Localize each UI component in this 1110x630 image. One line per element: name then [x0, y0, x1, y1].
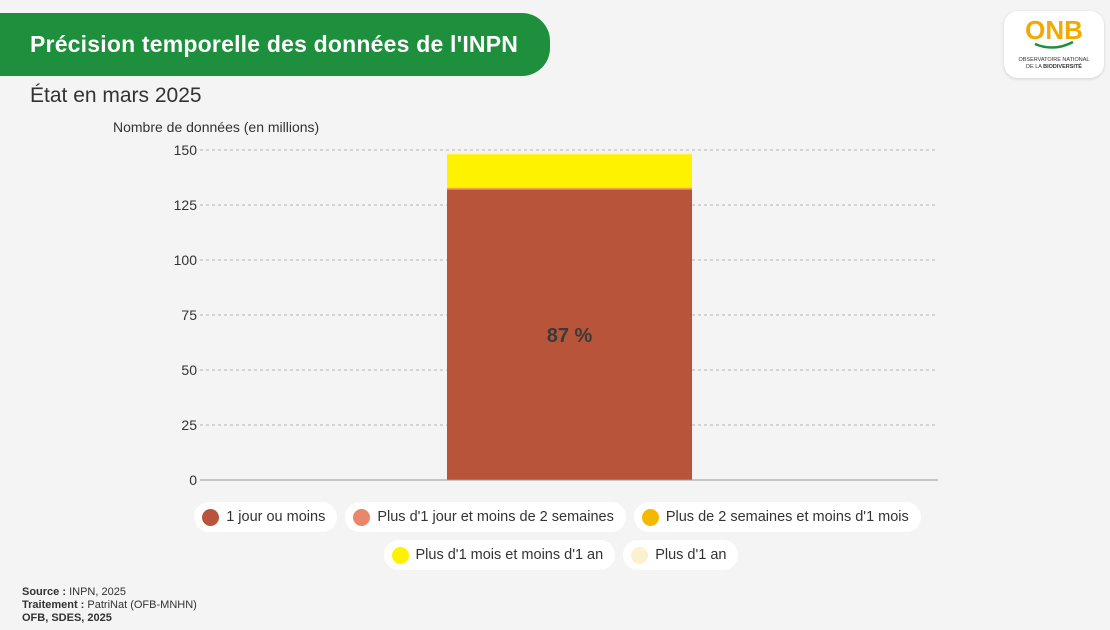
logo-swoosh	[1034, 40, 1074, 49]
onb-logo: ONB OBSERVATOIRE NATIONAL DE LA BIODIVER…	[1004, 11, 1104, 78]
legend-item[interactable]: 1 jour ou moins	[194, 502, 338, 532]
title-banner: Précision temporelle des données de l'IN…	[0, 13, 550, 76]
data-labels: 87 %	[547, 325, 593, 347]
logo-line2-bold: BIODIVERSITÉ	[1043, 62, 1082, 70]
legend-item[interactable]: Plus d'1 an	[623, 540, 739, 570]
chart-title: Précision temporelle des données de l'IN…	[30, 31, 519, 57]
onb-logo-graphic: ONB OBSERVATOIRE NATIONAL DE LA BIODIVER…	[1018, 15, 1089, 70]
y-tick-label: 0	[189, 472, 197, 488]
bar-segments	[447, 152, 692, 480]
stacked-bar-chart: Nombre de données (en millions) 0 25 50 75 1…	[113, 119, 938, 488]
legend-label: 1 jour ou moins	[226, 509, 326, 525]
bar-segment	[447, 187, 692, 189]
y-tick-label: 100	[174, 252, 198, 268]
logo-line2-prefix: DE LA	[1026, 64, 1043, 70]
legend-swatch	[631, 546, 649, 564]
treatment-value: PatriNat (OFB-MNHN)	[87, 599, 197, 611]
y-tick-label: 25	[181, 417, 197, 433]
y-tick-labels: 0 25 50 75 100 125 150	[174, 142, 198, 488]
logo-line1: OBSERVATOIRE NATIONAL	[1018, 57, 1089, 63]
legend-swatch	[391, 546, 409, 564]
credit: OFB, SDES, 2025	[22, 612, 112, 624]
y-tick-label: 75	[181, 307, 197, 323]
logo-brand: ONB	[1025, 15, 1083, 45]
legend-item[interactable]: Plus d'1 mois et moins d'1 an	[383, 540, 616, 570]
y-tick-label: 125	[174, 197, 198, 213]
legend-swatch	[641, 508, 659, 526]
source-label: Source :	[22, 586, 67, 598]
bar-segment	[447, 188, 692, 190]
legend-label: Plus d'1 mois et moins d'1 an	[415, 547, 604, 563]
legend-label: Plus de 2 semaines et moins d'1 mois	[665, 509, 909, 525]
legend-item[interactable]: Plus d'1 jour et moins de 2 semaines	[345, 502, 626, 532]
footer: Source : INPN, 2025 Traitement : PatriNa…	[22, 586, 197, 625]
legend-swatch	[202, 508, 220, 526]
footer-source: Source : INPN, 2025	[22, 586, 197, 599]
bar-data-label: 87 %	[547, 325, 593, 347]
legend-row-1: 1 jour ou moins Plus d'1 jour et moins de…	[0, 502, 1110, 532]
legend-label: Plus d'1 jour et moins de 2 semaines	[377, 509, 614, 525]
legend-swatch	[353, 508, 371, 526]
chart-subtitle: État en mars 2025	[30, 84, 202, 107]
footer-treatment: Traitement : PatriNat (OFB-MNHN)	[22, 599, 197, 612]
bar-segment	[447, 189, 692, 480]
y-tick-label: 50	[181, 362, 197, 378]
y-tick-label: 150	[174, 142, 198, 158]
treatment-label: Traitement :	[22, 599, 85, 611]
legend-row-2: Plus d'1 mois et moins d'1 an Plus d'1 an	[0, 540, 1110, 570]
source-value: INPN, 2025	[69, 586, 126, 598]
footer-credit: OFB, SDES, 2025	[22, 612, 197, 625]
logo-line2: DE LA BIODIVERSITÉ	[1026, 62, 1082, 70]
legend-label: Plus d'1 an	[655, 547, 727, 563]
bar-segment	[447, 152, 692, 155]
y-axis-label: Nombre de données (en millions)	[113, 119, 319, 135]
legend-item[interactable]: Plus de 2 semaines et moins d'1 mois	[633, 502, 921, 532]
bar-segment	[447, 154, 692, 188]
